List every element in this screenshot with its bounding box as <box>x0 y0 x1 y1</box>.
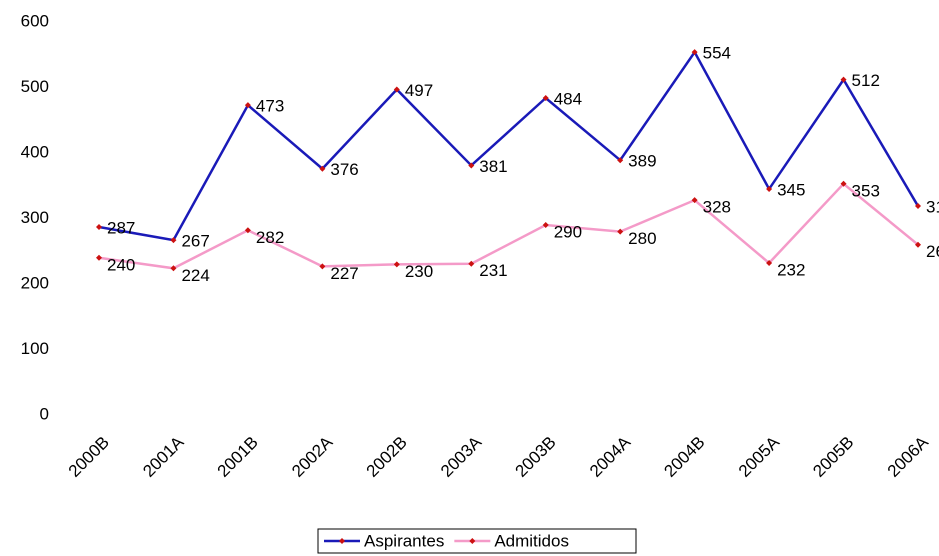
series-line <box>98 49 920 242</box>
point-marker <box>96 224 102 231</box>
point-marker <box>393 261 400 268</box>
data-label: 554 <box>703 44 731 63</box>
point-marker <box>170 237 177 244</box>
data-label: 497 <box>405 81 433 100</box>
x-tick-label: 2002A <box>288 432 337 481</box>
legend-label: Admitidos <box>494 531 569 550</box>
x-tick-label: 2000B <box>65 433 113 481</box>
point-marker <box>915 241 921 248</box>
x-tick-label: 2001A <box>139 432 188 481</box>
y-tick-label: 400 <box>21 142 49 161</box>
data-label: 328 <box>703 198 731 217</box>
point-marker <box>766 186 773 193</box>
data-label: 290 <box>554 223 582 242</box>
legend-label: Aspirantes <box>364 531 444 550</box>
y-tick-label: 500 <box>21 77 49 96</box>
x-tick-label: 2003B <box>512 433 560 481</box>
data-label: 227 <box>330 264 358 283</box>
point-marker <box>393 86 400 93</box>
y-tick-label: 600 <box>21 11 49 30</box>
data-label: 267 <box>181 232 209 251</box>
point-marker <box>617 157 624 164</box>
y-tick-label: 300 <box>21 208 49 227</box>
point-marker <box>170 265 177 272</box>
x-tick-label: 2004A <box>586 432 635 481</box>
y-tick-label: 0 <box>40 404 49 423</box>
point-marker <box>691 49 698 56</box>
x-tick-label: 2003A <box>437 432 486 481</box>
point-marker <box>542 94 549 101</box>
y-tick-label: 100 <box>21 339 49 358</box>
point-marker <box>691 197 698 204</box>
point-marker <box>244 102 251 109</box>
data-label: 232 <box>777 261 805 280</box>
data-label: 484 <box>554 89 582 108</box>
point-marker <box>468 162 475 169</box>
data-label: 376 <box>330 160 358 179</box>
data-label: 282 <box>256 228 284 247</box>
data-label: 381 <box>479 157 507 176</box>
x-tick-label: 2006A <box>884 432 933 481</box>
point-marker <box>766 260 773 267</box>
point-marker <box>542 222 549 229</box>
data-label: 231 <box>479 261 507 280</box>
point-marker <box>468 260 475 267</box>
series-line <box>98 182 919 270</box>
data-label: 353 <box>852 181 880 200</box>
legend-marker <box>339 538 345 544</box>
point-marker <box>915 203 921 210</box>
point-marker <box>840 180 847 187</box>
data-label: 319 <box>926 198 939 217</box>
point-marker <box>96 254 102 261</box>
point-marker <box>617 228 624 235</box>
data-label: 473 <box>256 97 284 116</box>
point-marker <box>319 165 326 172</box>
x-tick-label: 2001B <box>214 433 262 481</box>
x-tick-label: 2005B <box>809 433 857 481</box>
legend-marker <box>469 538 476 544</box>
y-tick-label: 200 <box>21 273 49 292</box>
data-label: 240 <box>107 255 135 274</box>
data-label: 345 <box>777 181 805 200</box>
x-tick-label: 2005A <box>735 432 784 481</box>
data-label: 230 <box>405 262 433 281</box>
legend: Aspirantes Admitidos <box>317 528 637 554</box>
data-label: 224 <box>181 266 209 285</box>
data-label: 260 <box>926 242 939 261</box>
data-label: 280 <box>628 229 656 248</box>
point-marker <box>244 227 251 234</box>
data-label: 389 <box>628 152 656 171</box>
x-tick-label: 2002B <box>363 433 411 481</box>
data-label: 512 <box>852 71 880 90</box>
data-label: 287 <box>107 218 135 237</box>
x-tick-label: 2004B <box>660 433 708 481</box>
point-marker <box>840 76 847 83</box>
point-marker <box>319 263 326 270</box>
